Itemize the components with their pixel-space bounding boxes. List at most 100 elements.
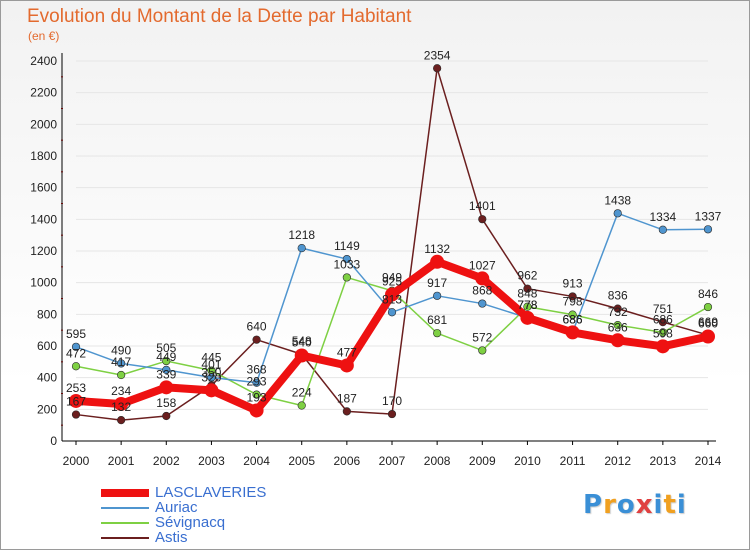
data-label: 686 [563,312,583,326]
y-tick-label: 1000 [30,276,57,290]
x-tick-label: 2004 [243,454,270,468]
data-point [252,390,261,399]
x-tick-label: 2000 [63,454,90,468]
data-label: 686 [563,312,583,326]
data-point [342,273,351,282]
data-label: 1334 [650,210,677,224]
data-label: 490 [111,343,131,357]
data-point [252,335,261,344]
y-tick-label: 0 [50,434,57,448]
data-label: 158 [156,396,176,410]
data-label: 751 [653,302,673,316]
data-label: 572 [472,330,492,344]
proxiti-logo: Proxiti [583,490,687,520]
data-label: 868 [472,284,492,298]
data-point [342,254,351,264]
y-tick-label: 1800 [30,149,57,163]
logo-letter: r [603,490,617,520]
x-tick-label: 2006 [334,454,361,468]
data-point [71,410,81,419]
data-label: 350 [201,366,221,380]
data-point [433,64,442,73]
y-tick-label: 2000 [30,117,57,131]
x-tick-label: 2007 [379,454,406,468]
data-label: 813 [382,292,402,306]
data-point [204,383,219,398]
data-point [703,302,713,312]
logo-letter: t [663,490,677,520]
data-label: 595 [66,327,86,341]
data-point [568,310,577,319]
logo-letter: i [676,490,687,520]
data-label: 798 [563,295,583,309]
data-point [478,299,487,308]
data-label: 505 [156,341,176,355]
data-point [523,302,532,311]
data-label: 224 [292,386,312,400]
data-point [655,339,670,354]
data-label: 449 [156,350,176,364]
data-label: 417 [111,355,131,369]
data-point [565,325,580,340]
data-label: 548 [292,334,312,348]
data-label: 234 [111,384,131,398]
y-tick-label: 800 [37,307,57,321]
data-label: 320 [201,370,221,384]
data-point [342,407,351,416]
logo-letter: x [635,490,654,520]
data-label: 846 [698,287,718,301]
data-point [159,380,174,395]
data-label: 472 [66,346,86,360]
data-label: 913 [563,276,583,290]
data-point [162,356,171,366]
x-tick-label: 2013 [650,454,677,468]
data-label: 848 [517,287,537,301]
legend-label: LASCLAVERIES [155,484,267,501]
data-point [658,225,667,234]
x-tick-label: 2009 [469,454,496,468]
legend-label: Auriac [155,499,198,516]
x-tick-label: 2002 [153,454,180,468]
logo-letter: P [583,490,604,520]
data-point [162,365,171,375]
y-tick-label: 2400 [30,54,57,68]
x-tick-label: 2011 [560,454,586,468]
data-label: 368 [247,363,267,377]
data-point [71,362,81,371]
y-tick-label: 200 [37,402,57,416]
data-point [294,348,309,363]
data-label: 925 [382,275,402,289]
data-point [523,284,532,293]
data-label: 1149 [334,239,360,253]
data-label: 445 [201,351,221,365]
data-point [387,409,397,419]
data-label: 253 [66,381,86,395]
data-point [339,358,354,373]
data-point [430,254,445,269]
data-point [613,304,622,313]
data-point [117,359,126,368]
data-label: 598 [653,326,673,340]
data-point [252,378,261,387]
data-label: 540 [292,336,312,350]
data-label: 132 [111,400,131,414]
data-label: 686 [653,312,673,326]
data-label: 1033 [334,257,361,271]
y-tick-label: 400 [37,371,57,385]
data-point [69,393,83,408]
data-point [162,411,171,421]
x-tick-label: 2001 [108,454,135,468]
data-label: 836 [608,289,628,303]
data-point [297,401,306,410]
data-label: 681 [427,313,447,327]
data-point [478,215,487,224]
data-label: 170 [382,394,402,408]
data-label: 193 [247,390,267,404]
data-point [701,329,715,344]
data-label: 1027 [469,258,496,272]
data-point [520,310,535,325]
data-point [433,291,442,300]
x-tick-label: 2014 [695,454,722,468]
legend-label: Sévignacq [155,514,226,531]
data-label: 2354 [424,48,451,62]
